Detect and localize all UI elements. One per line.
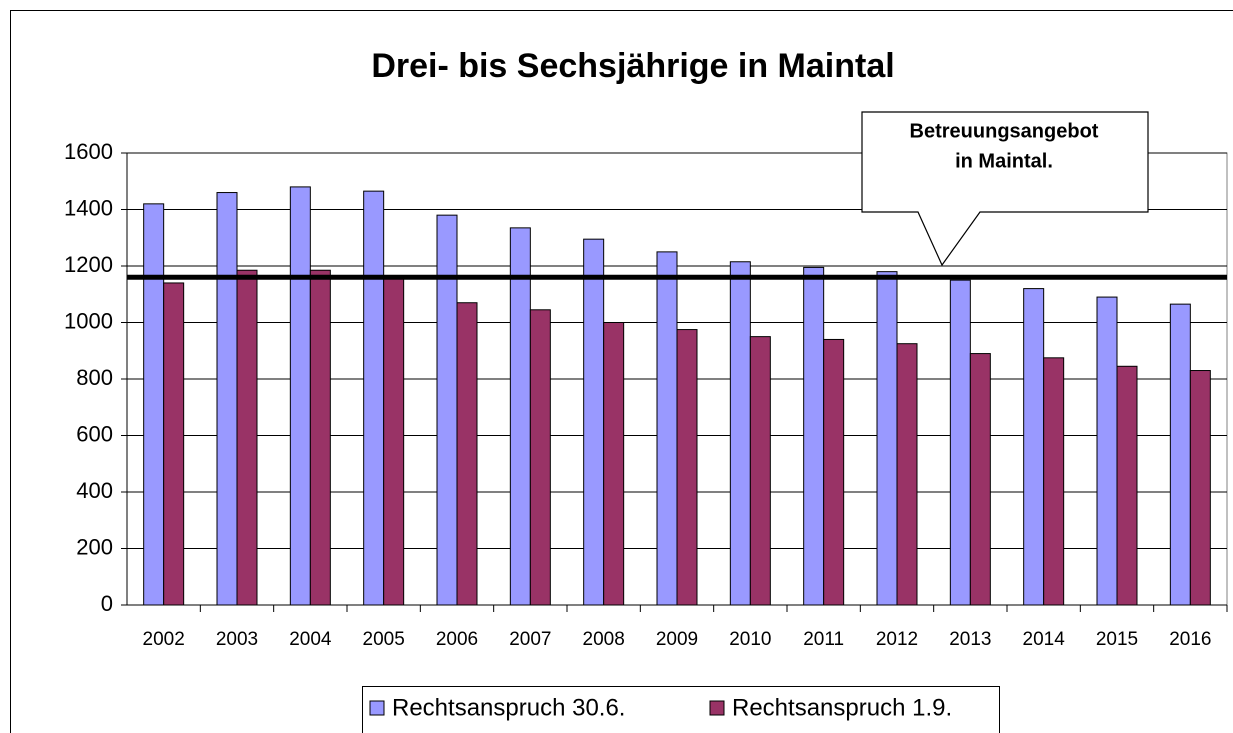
bar <box>876 271 898 606</box>
bar <box>509 227 531 606</box>
x-tick-label: 2016 <box>1169 629 1211 650</box>
y-tick-label: 800 <box>76 365 113 390</box>
legend-label: Rechtsanspruch 30.6. <box>392 694 625 721</box>
annotation: in Maintal. <box>955 150 1053 172</box>
bar <box>1096 296 1118 606</box>
bar <box>236 269 258 606</box>
x-tick-label: 2004 <box>289 629 332 650</box>
bar <box>216 192 238 606</box>
y-tick-label: 400 <box>76 478 113 503</box>
x-tick-label: 2010 <box>729 629 771 650</box>
legend-label: Rechtsanspruch 1.9. <box>732 694 952 721</box>
bar <box>1169 303 1191 606</box>
bar <box>803 266 825 606</box>
x-tick-label: 2002 <box>143 629 185 650</box>
bar <box>656 251 678 606</box>
x-tick-label: 2005 <box>363 629 405 650</box>
bar <box>949 279 971 606</box>
bar <box>289 186 311 606</box>
x-tick-label: 2006 <box>436 629 478 650</box>
y-tick-label: 1600 <box>64 139 113 164</box>
legend-swatch <box>369 700 385 716</box>
callout-box <box>861 111 1149 267</box>
x-tick-label: 2008 <box>583 629 625 650</box>
bar <box>163 282 185 606</box>
x-tick-label: 2015 <box>1096 629 1138 650</box>
bar <box>529 309 551 606</box>
bar <box>969 353 991 606</box>
y-tick-label: 1000 <box>64 308 113 333</box>
bar <box>1043 357 1065 606</box>
bar <box>383 275 405 606</box>
x-tick-label: 2014 <box>1023 629 1066 650</box>
bar <box>456 302 478 606</box>
x-tick-label: 2003 <box>216 629 258 650</box>
bar <box>143 203 165 606</box>
legend-box <box>362 686 1000 733</box>
chart-title: Drei- bis Sechsjährige in Maintal <box>371 47 894 85</box>
bar <box>583 238 605 606</box>
bar <box>729 261 751 606</box>
y-tick-label: 600 <box>76 421 113 446</box>
x-tick-label: 2013 <box>949 629 991 650</box>
x-tick-label: 2007 <box>509 629 551 650</box>
x-tick-label: 2012 <box>876 629 918 650</box>
bar <box>309 269 331 606</box>
annotation: Betreuungsangebot <box>910 120 1099 142</box>
bar <box>1189 370 1211 606</box>
legend-swatch <box>709 700 725 716</box>
y-tick-label: 1400 <box>64 195 113 220</box>
x-tick-label: 2011 <box>803 629 844 650</box>
bar <box>823 338 845 606</box>
bar <box>603 322 625 606</box>
y-tick-label: 0 <box>101 591 113 616</box>
bar <box>1023 288 1045 606</box>
y-tick-label: 1200 <box>64 252 113 277</box>
bar <box>896 343 918 606</box>
bar <box>676 329 698 606</box>
bar <box>436 214 458 606</box>
bar <box>363 190 385 606</box>
x-tick-label: 2009 <box>656 629 698 650</box>
bar <box>1116 365 1138 606</box>
y-tick-label: 200 <box>76 534 113 559</box>
bar <box>749 336 771 606</box>
